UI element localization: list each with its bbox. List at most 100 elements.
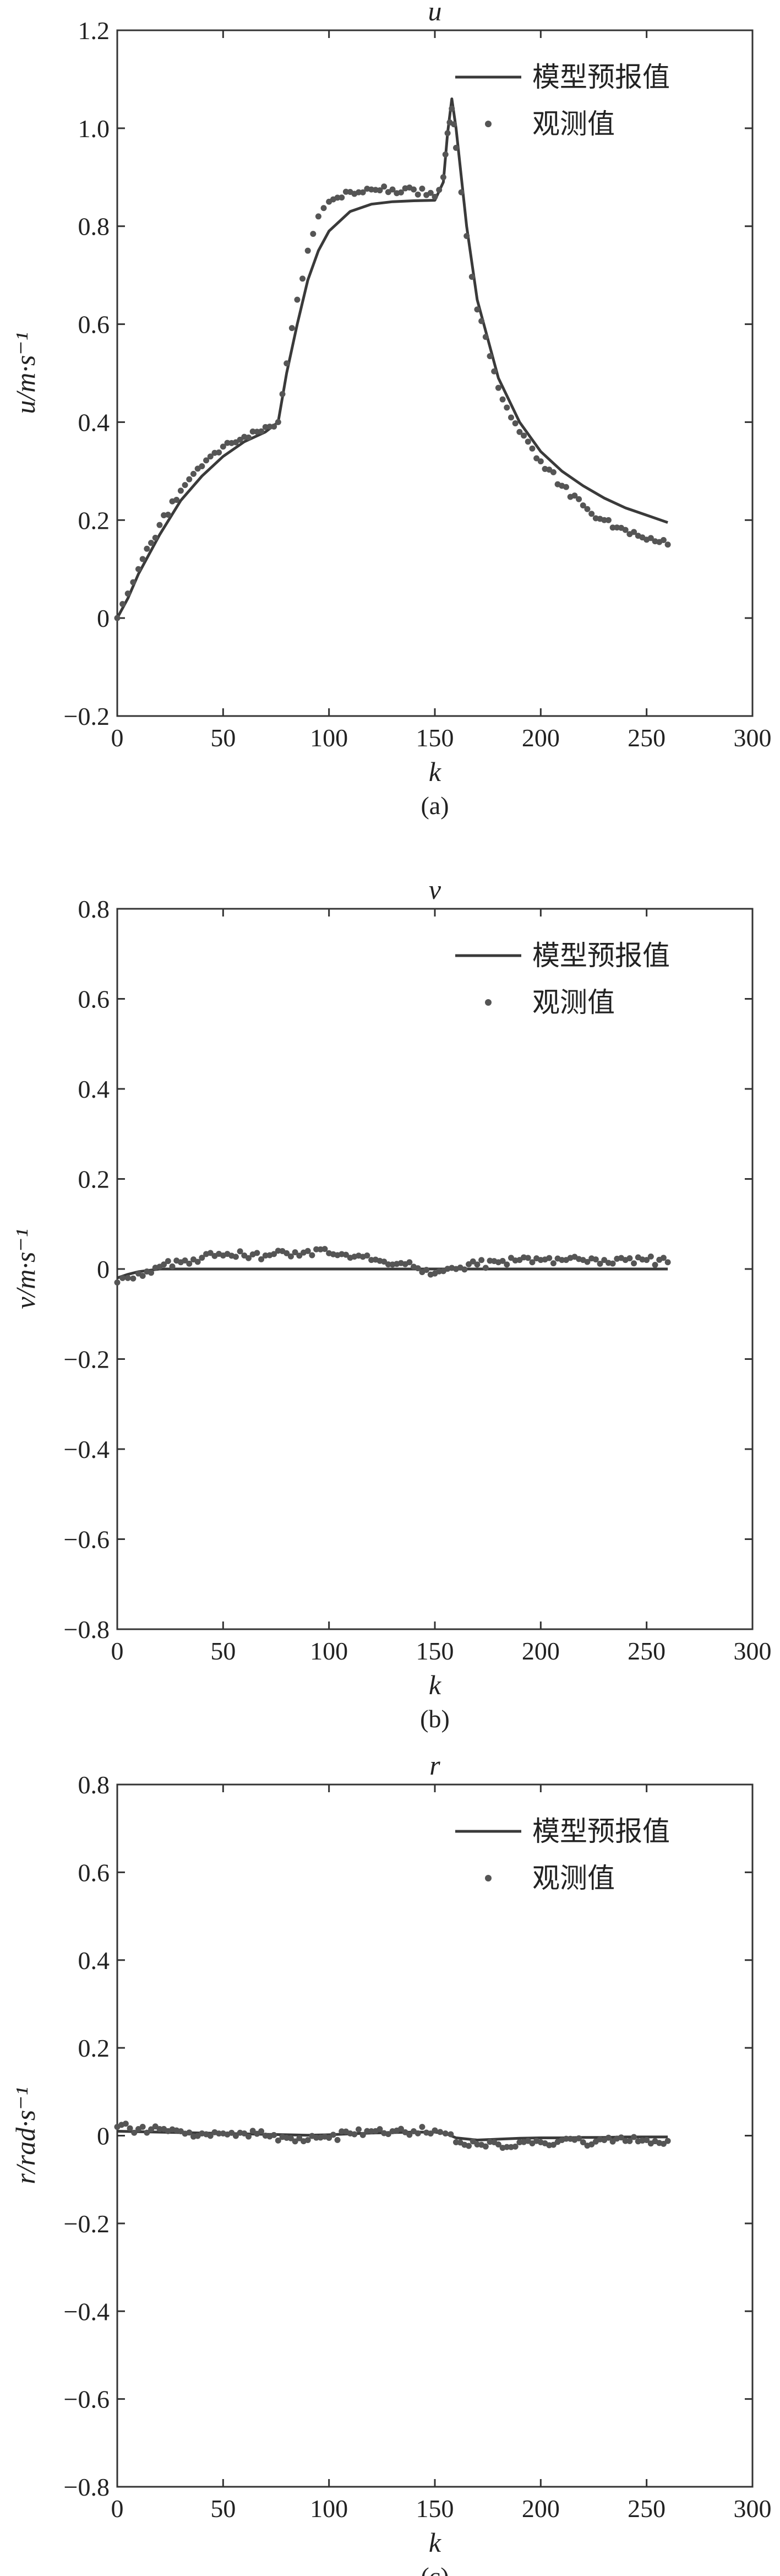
data-point: [139, 2124, 146, 2130]
data-point: [576, 496, 582, 502]
data-point: [313, 2134, 320, 2141]
data-point: [156, 522, 163, 528]
data-point: [194, 1259, 201, 1265]
data-point: [512, 420, 519, 427]
legend-label-model: 模型预报值: [532, 62, 670, 93]
y-tick-label: 0: [97, 604, 110, 632]
y-tick-label: 0.4: [78, 1075, 110, 1103]
data-point: [186, 476, 193, 482]
data-point: [631, 1260, 637, 1267]
y-tick-label: 0.6: [78, 311, 110, 339]
data-point: [304, 247, 311, 254]
data-point: [601, 1257, 608, 1263]
data-point: [359, 189, 366, 196]
x-tick-label: 100: [310, 724, 348, 752]
x-axis-label: k: [429, 756, 441, 787]
data-point: [173, 497, 180, 503]
data-point: [114, 1279, 121, 1286]
data-point: [294, 296, 301, 303]
legend-dot-swatch: [485, 999, 492, 1006]
data-point: [504, 2144, 510, 2150]
data-point: [144, 545, 150, 552]
data-point: [275, 2137, 281, 2144]
data-point: [127, 2125, 133, 2132]
data-point: [275, 419, 281, 425]
data-point: [618, 2134, 625, 2141]
data-point: [119, 1275, 126, 1281]
y-axis-label: v/m·s⁻¹: [10, 1229, 41, 1309]
data-point: [207, 2133, 214, 2139]
data-point: [288, 325, 295, 332]
legend-label-observed: 观测值: [532, 1863, 615, 1894]
data-point: [220, 443, 226, 450]
data-point: [482, 1265, 489, 1271]
data-point: [664, 2138, 671, 2144]
data-point: [605, 2134, 612, 2141]
legend-label-model: 模型预报值: [532, 940, 670, 971]
data-point: [130, 579, 137, 585]
data-point: [122, 2121, 129, 2127]
x-tick-label: 100: [310, 2494, 348, 2523]
data-point: [359, 2132, 366, 2138]
data-point: [304, 1248, 311, 1254]
data-point: [482, 334, 489, 340]
data-point: [525, 1255, 531, 1261]
data-point: [584, 506, 591, 512]
y-tick-label: 0.8: [78, 895, 110, 923]
data-point: [266, 424, 273, 430]
chart-title: r: [429, 1750, 440, 1781]
data-point: [271, 424, 277, 430]
data-point: [339, 2128, 345, 2135]
data-point: [342, 188, 349, 195]
x-tick-label: 50: [210, 724, 236, 752]
panel-caption: (a): [421, 791, 449, 820]
data-point: [521, 432, 527, 439]
data-point: [356, 189, 362, 196]
data-point: [139, 556, 146, 562]
data-point: [442, 151, 449, 158]
series-line-model: [116, 97, 668, 619]
y-tick-label: −0.2: [64, 2210, 110, 2238]
data-point: [279, 391, 286, 397]
data-point: [377, 2126, 383, 2133]
data-point: [309, 1252, 315, 1259]
y-tick-label: −0.6: [64, 2385, 110, 2414]
data-point: [207, 453, 214, 460]
x-axis-label: k: [429, 2527, 441, 2558]
x-tick-label: 0: [111, 2494, 124, 2523]
data-point: [442, 2130, 449, 2137]
y-tick-label: −0.8: [64, 1615, 110, 1644]
data-point: [487, 353, 493, 360]
data-point: [563, 484, 569, 490]
panel-caption: (b): [420, 1705, 450, 1733]
data-point: [203, 457, 210, 464]
data-point: [474, 306, 481, 313]
data-point: [287, 2135, 294, 2141]
data-point: [389, 186, 396, 193]
data-point: [466, 2143, 472, 2149]
x-tick-label: 200: [522, 1637, 560, 1665]
data-point: [563, 2135, 569, 2142]
data-point: [237, 1248, 243, 1255]
data-point: [550, 469, 557, 475]
data-point: [451, 121, 457, 128]
data-point: [283, 1250, 290, 1256]
data-point: [622, 2138, 629, 2144]
data-point: [559, 1257, 565, 1263]
y-tick-label: −0.2: [64, 1346, 110, 1374]
data-point: [207, 1250, 214, 1256]
data-point: [356, 2126, 362, 2133]
data-point: [334, 2136, 341, 2143]
data-point: [385, 1261, 391, 1268]
data-point: [609, 1260, 616, 1267]
y-tick-label: 1.2: [78, 17, 110, 45]
data-point: [165, 1258, 171, 1265]
data-point: [660, 1255, 667, 1261]
data-point: [660, 536, 667, 543]
data-point: [529, 1259, 536, 1266]
data-point: [468, 274, 475, 280]
y-axis-label: r/rad·s⁻¹: [10, 2087, 41, 2184]
data-point: [249, 2128, 256, 2134]
data-point: [406, 1259, 413, 1266]
data-point: [245, 434, 252, 441]
